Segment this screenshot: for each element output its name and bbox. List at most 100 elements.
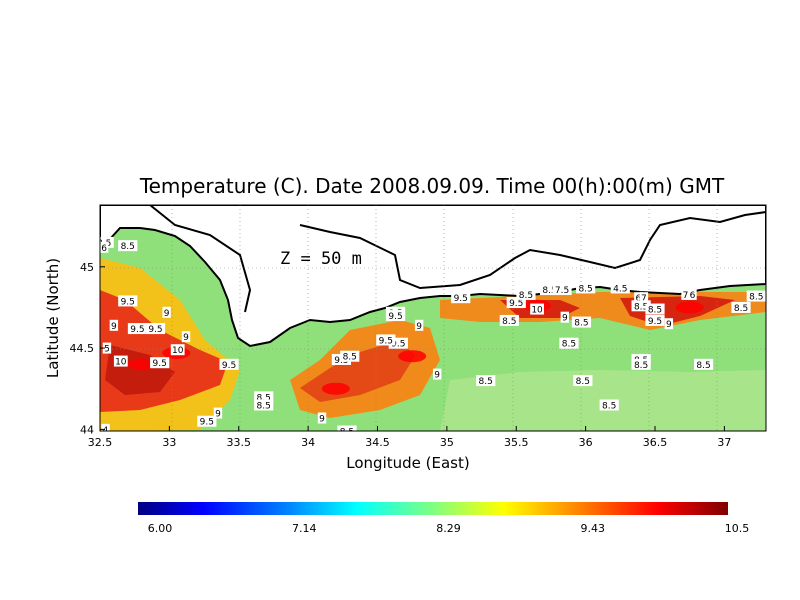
plot-frame: [99, 204, 767, 432]
contour-label-bg: [746, 290, 766, 302]
contour-label: 9: [434, 371, 440, 381]
contour-label-bg: [109, 319, 119, 331]
coastline-crimea: [100, 205, 766, 348]
contour-label-layer: 8.568.59.5999.59.55101099.59.58.58.599.5…: [100, 236, 766, 438]
hot-core-east: [500, 296, 735, 326]
contour-label: 9.5: [152, 359, 166, 369]
contour-label: 6: [635, 294, 641, 304]
contour-label-bg: [414, 319, 424, 331]
y-tick-label: 44: [80, 423, 94, 436]
x-tick-label: 33.5: [227, 436, 252, 449]
contour-label: 8.5: [502, 317, 516, 327]
contour-label-bg: [118, 240, 138, 252]
contour-label-bg: [197, 415, 217, 427]
contour-label-bg: [610, 282, 630, 294]
contour-label: 9.5: [509, 299, 523, 309]
contour-label: 9: [111, 322, 117, 332]
hot-spot: [398, 350, 427, 363]
contour-label: 9: [666, 320, 672, 330]
y-tick-label: 45: [80, 261, 94, 274]
inland-coast-line: [149, 205, 766, 313]
colorbar-tick-label: 6.00: [148, 522, 173, 535]
contour-label-bg: [731, 301, 751, 313]
contour-label: 4: [103, 426, 109, 436]
contour-label: 6: [101, 244, 107, 254]
contour-label-bg: [388, 337, 408, 349]
hot-spot: [127, 358, 156, 371]
colorbar-tick-label: 10.5: [725, 522, 750, 535]
x-axis-ticks: 32.5 33 33.5 34 34.5 35 35.5 36 36.5 37: [88, 426, 731, 449]
contour-label: 5: [104, 345, 110, 355]
x-tick-label: 35.5: [504, 436, 529, 449]
contour-label: 8.5: [574, 319, 588, 329]
map-plot-area: 8.568.59.5999.59.55101099.59.58.58.599.5…: [100, 205, 766, 438]
colorbar-tick-label: 9.43: [581, 522, 606, 535]
contour-label-bg: [254, 399, 274, 411]
chart-title: Temperature (C). Date 2008.09.09. Time 0…: [139, 174, 725, 198]
contour-label-bg: [170, 344, 185, 356]
x-tick-label: 33: [162, 436, 176, 449]
contour-label-bg: [559, 337, 579, 349]
contour-label: 9: [319, 414, 325, 424]
contour-label: 10: [531, 306, 543, 316]
contour-label-bg: [451, 292, 471, 304]
contour-label-bg: [530, 303, 544, 315]
contour-label: 8.5: [734, 304, 748, 314]
colorbar: [138, 502, 728, 515]
y-tick-label: 44.5: [70, 342, 95, 355]
contour-label: 8.5: [576, 377, 590, 387]
contour-label: 8.5: [749, 293, 763, 303]
contour-label-bg: [150, 357, 170, 369]
contour-label-bg: [693, 358, 714, 370]
contour-label: 10: [172, 346, 184, 356]
contour-label-bg: [102, 342, 112, 354]
contour-label: 9: [164, 309, 170, 319]
contour-label: 8.5: [340, 428, 354, 438]
y-axis-ticks: 44 44.5 45: [70, 261, 105, 436]
contour-label: 9.5: [454, 294, 468, 304]
contour-label-bg: [118, 295, 138, 307]
x-tick-label: 34: [301, 436, 315, 449]
contour-label-bg: [181, 331, 191, 343]
hot-spot: [321, 382, 350, 395]
colorbar-tick-label: 7.14: [292, 522, 317, 535]
contour-label-bg: [219, 358, 239, 370]
contour-label-bg: [576, 282, 596, 294]
contour-label-bg: [571, 316, 592, 328]
contour-label-bg: [631, 300, 651, 312]
contour-label: 7: [641, 294, 647, 304]
contour-label-bg: [162, 306, 171, 318]
contour-label: 8.5: [257, 393, 271, 403]
contour-label: 9: [215, 410, 221, 420]
contour-label: 9.5: [121, 297, 135, 307]
contour-label-bg: [516, 288, 536, 300]
contour-label: 9: [562, 314, 568, 324]
contour-label: 8.5: [542, 286, 556, 296]
contour-label: 8.5: [634, 302, 648, 312]
x-tick-label: 35: [440, 436, 454, 449]
contour-label: 8.5: [479, 377, 493, 387]
contour-label: 8.5: [519, 291, 533, 301]
contour-label: 9.5: [391, 340, 405, 350]
contour-label: 9.5: [388, 312, 402, 322]
contour-label: 9: [183, 333, 189, 343]
colorbar-tick-label: 8.29: [436, 522, 461, 535]
contour-label-bg: [639, 292, 649, 304]
contour-label-bg: [552, 284, 572, 296]
x-axis-label: Longitude (East): [346, 454, 469, 472]
contour-label-bg: [631, 358, 651, 370]
contour-label-bg: [376, 334, 396, 346]
contour-label: 9.5: [200, 418, 214, 428]
contour-label: 8.5: [578, 284, 592, 294]
y-axis-label: Latitude (North): [44, 258, 62, 378]
contour-label-bg: [113, 355, 128, 367]
contour-label-bg: [634, 292, 643, 304]
contour-label: 7: [683, 291, 689, 301]
contour-label: 9.5: [379, 336, 393, 346]
x-tick-label: 36: [579, 436, 593, 449]
contour-label-bg: [599, 399, 619, 411]
contour-label-bg: [664, 318, 674, 330]
contour-label: 8.5: [634, 361, 648, 371]
contour-label-bg: [560, 311, 570, 323]
